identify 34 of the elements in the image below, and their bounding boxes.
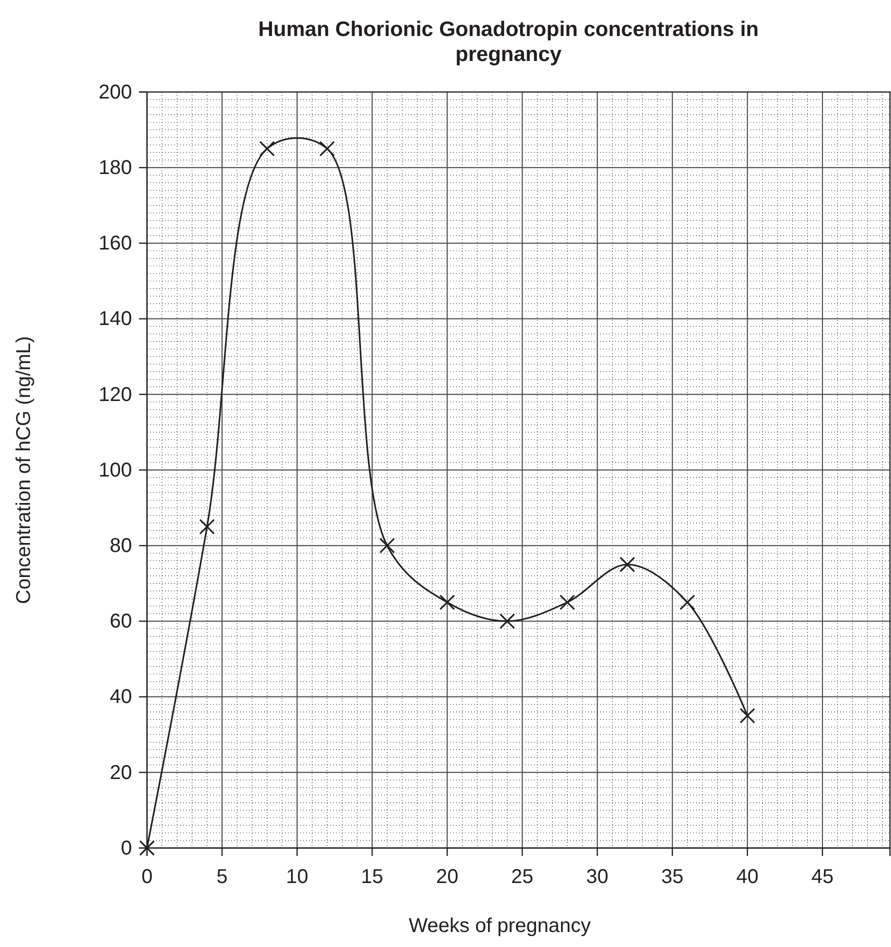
y-tick-label: 20 [110, 762, 132, 784]
y-tick-label: 160 [98, 232, 132, 255]
point [199, 518, 215, 534]
x-tick-label: 45 [811, 866, 834, 888]
x-tick-label: 30 [586, 866, 608, 888]
x-tick-label: 35 [661, 866, 684, 888]
x-tick-label: 15 [361, 866, 384, 888]
y-tick-label: 180 [98, 157, 132, 179]
y-tick-label: 40 [110, 686, 132, 708]
y-tick-label: 120 [98, 384, 132, 406]
x-tick-label: 40 [736, 866, 759, 888]
x-tick-label: 0 [141, 866, 153, 888]
y-axis-title: Concentration of hCG (ng/mL) [13, 336, 35, 604]
y-tick-label: 0 [120, 837, 132, 860]
x-tick-label: 20 [436, 866, 458, 888]
point [740, 708, 756, 724]
point [559, 594, 576, 610]
x-tick-label: 5 [216, 866, 228, 888]
y-tick-label: 60 [110, 610, 132, 633]
y-tick-label: 80 [110, 535, 132, 557]
y-tick-label: 200 [98, 81, 132, 104]
chart-title: Human Chorionic Gonadotropin concentrations in pregnancy [258, 18, 759, 66]
point [379, 538, 395, 554]
point [259, 140, 275, 156]
point [620, 556, 636, 572]
y-tick-label: 140 [98, 308, 132, 330]
y-tick-label: 100 [98, 459, 132, 482]
x-axis-title: Weeks of pregnancy [408, 915, 591, 937]
x-tick-label: 10 [286, 866, 308, 888]
point [680, 594, 696, 610]
point [499, 613, 516, 629]
point [439, 594, 455, 610]
x-tick-label: 25 [511, 866, 534, 888]
point [319, 140, 335, 156]
